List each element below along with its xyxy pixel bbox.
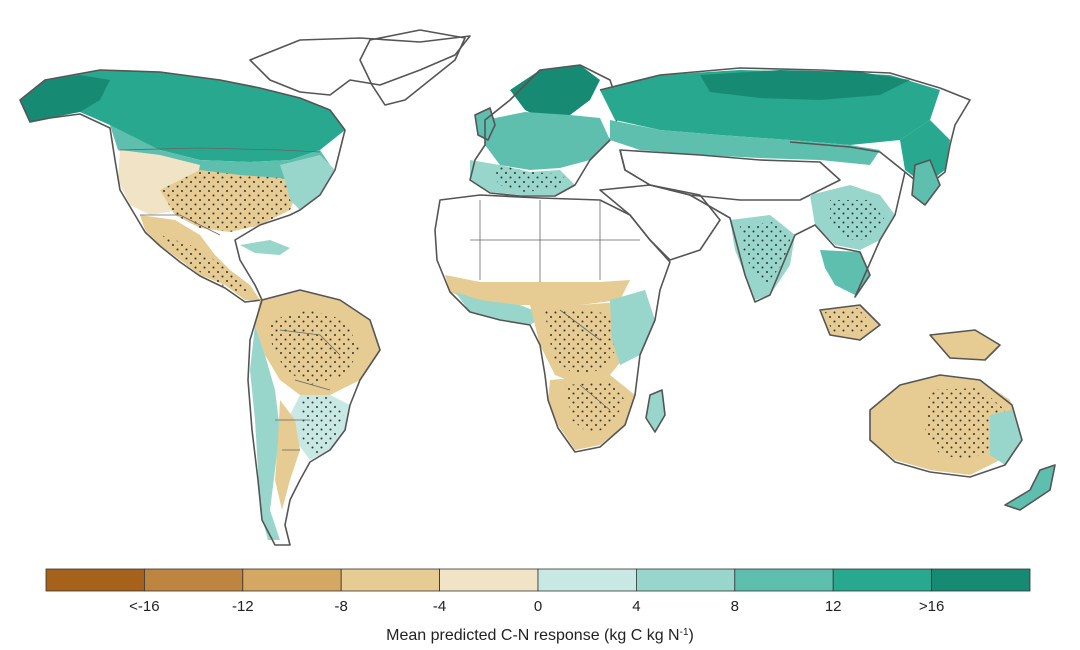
west-africa bbox=[455, 292, 545, 325]
papua-coast bbox=[929, 329, 1001, 361]
north-america bbox=[19, 29, 471, 303]
caribbean bbox=[240, 240, 290, 255]
south-america-coast bbox=[247, 289, 381, 546]
south-america-borders bbox=[275, 329, 341, 451]
usa-central-stipple bbox=[160, 170, 300, 232]
legend-title-close: ) bbox=[689, 627, 694, 644]
uk-coast bbox=[474, 107, 496, 141]
canada-south bbox=[110, 125, 330, 180]
madagascar-coast bbox=[645, 389, 666, 433]
legend-tick-labels: <-16 -12 -8 -4 0 4 8 12 >16 bbox=[129, 598, 944, 615]
legend-bin-7 bbox=[734, 568, 834, 592]
us-mexico-border bbox=[140, 214, 221, 236]
indonesia-coast bbox=[819, 304, 881, 341]
canada-boreal bbox=[45, 70, 345, 162]
australia-coast bbox=[869, 374, 1023, 478]
legend-tick-label-5: 4 bbox=[632, 598, 640, 615]
legend-tick-label-6: 8 bbox=[731, 598, 739, 615]
andes-west bbox=[250, 325, 280, 540]
amazon-stipple bbox=[270, 310, 360, 385]
central-africa-stipple bbox=[545, 310, 620, 375]
patagonia bbox=[275, 400, 300, 510]
alaska bbox=[20, 75, 110, 122]
legend-tick-label-7: 12 bbox=[825, 598, 842, 615]
se-asia bbox=[820, 250, 870, 295]
legend-tick-label-0: <-16 bbox=[129, 598, 159, 615]
legend-bin-4 bbox=[439, 568, 539, 592]
legend-tick-label-4: 0 bbox=[534, 598, 542, 615]
legend-bin-8 bbox=[832, 568, 933, 592]
china-east-stipple bbox=[830, 200, 885, 240]
world-map bbox=[19, 29, 1056, 546]
russia-south bbox=[610, 120, 880, 165]
japan-coast bbox=[911, 159, 941, 206]
sahel bbox=[445, 275, 630, 305]
north-asia-coast bbox=[599, 67, 971, 189]
legend-bin-1 bbox=[143, 568, 244, 592]
legend-tick-label-1: -12 bbox=[232, 598, 254, 615]
legend-tick-label-3: -4 bbox=[433, 598, 446, 615]
us-canada-border bbox=[119, 147, 321, 153]
legend-color-bins bbox=[45, 568, 1031, 592]
south-america bbox=[247, 289, 381, 546]
australia-east bbox=[990, 410, 1022, 465]
legend-bin-3 bbox=[340, 568, 441, 592]
north-america-coast bbox=[19, 69, 346, 303]
india-stipple bbox=[740, 222, 790, 285]
legend-bin-0 bbox=[45, 568, 145, 592]
africa-borders bbox=[470, 200, 640, 411]
oceania bbox=[819, 304, 1056, 511]
europe-south-stipple bbox=[495, 165, 565, 192]
east-africa bbox=[610, 290, 655, 365]
legend-bin-2 bbox=[242, 568, 342, 592]
indonesia-stipple bbox=[825, 308, 872, 335]
legend-bin-9 bbox=[931, 568, 1031, 592]
asia-south-coast bbox=[619, 149, 906, 303]
africa bbox=[434, 184, 721, 453]
legend-title: Mean predicted C-N response (kg C kg N-1… bbox=[386, 627, 694, 645]
africa-coast bbox=[434, 194, 671, 453]
usa-east bbox=[280, 155, 335, 210]
brazil-south-stipple bbox=[300, 395, 345, 455]
new-zealand-coast bbox=[1004, 464, 1056, 511]
legend-tick-label-8: >16 bbox=[919, 598, 944, 615]
scandinavia bbox=[510, 65, 600, 120]
greenland bbox=[359, 29, 466, 106]
new-zealand bbox=[1005, 465, 1055, 510]
north-africa bbox=[435, 195, 670, 282]
color-legend: <-16 -12 -8 -4 0 4 8 12 >16 Mean predicted C-N r… bbox=[45, 568, 1031, 645]
arctic-islands bbox=[249, 35, 471, 96]
south-east-asia bbox=[619, 149, 941, 303]
north-asia bbox=[599, 67, 971, 189]
legend-bin-5 bbox=[537, 568, 637, 592]
legend-bin-6 bbox=[636, 568, 736, 592]
far-east bbox=[900, 120, 950, 185]
mexico-stipple bbox=[160, 235, 250, 292]
legend-title-superscript: -1 bbox=[680, 627, 689, 638]
legend-tick-label-2: -8 bbox=[335, 598, 348, 615]
europe bbox=[469, 64, 621, 197]
papua bbox=[930, 330, 1000, 360]
southern-africa-stipple bbox=[565, 382, 625, 435]
siberia-north bbox=[700, 70, 910, 100]
australia-stipple bbox=[925, 388, 1005, 460]
europe-central bbox=[485, 112, 610, 170]
legend-title-main: Mean predicted C-N response (kg C kg N bbox=[386, 627, 679, 644]
